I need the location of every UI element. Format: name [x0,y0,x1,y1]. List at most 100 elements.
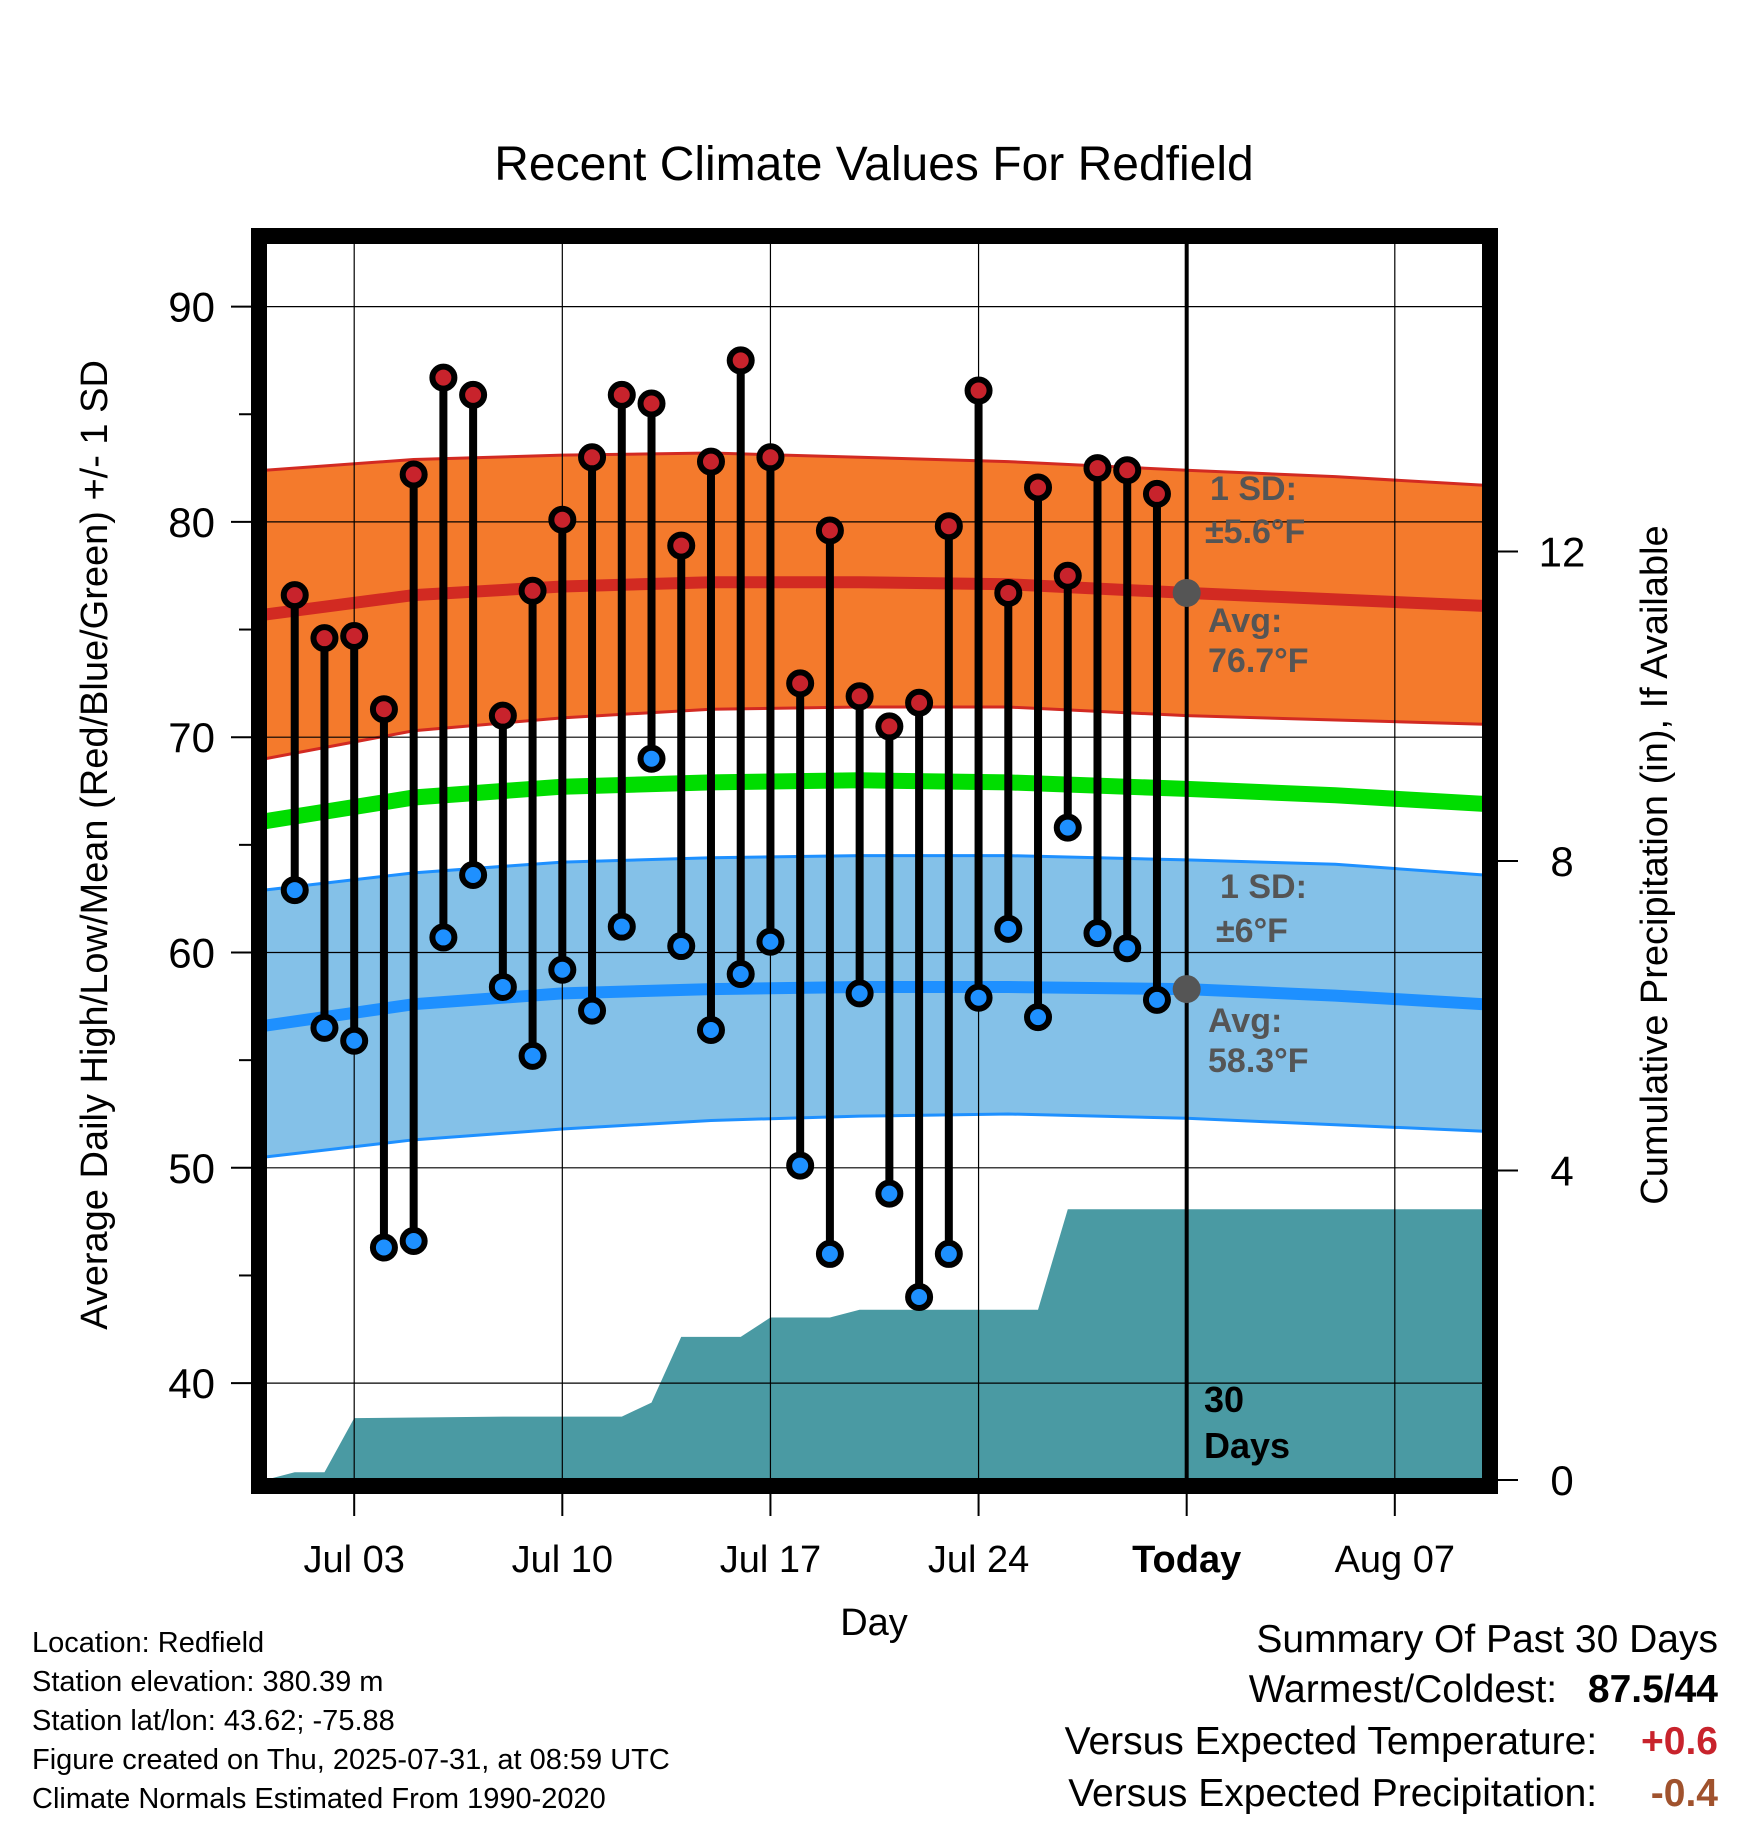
high-temp-point [1083,454,1112,483]
high-temp-point [756,443,785,472]
high-temp-point [399,460,428,489]
summary-precip-label: Versus Expected Precipitation: [1068,1772,1598,1815]
high-temp-point [607,380,636,409]
low-temp-point [459,860,488,889]
low-temp-point [310,1013,339,1042]
x-tick-label: Jul 24 [928,1539,1029,1581]
high-temp-point [934,512,963,541]
low-temp-point [1053,813,1082,842]
y2-axis-label: Cumulative Precipitation (in), If Availa… [1634,525,1676,1204]
high-temp-point [667,531,696,560]
low-temp-point [518,1041,547,1070]
y2-tick-label: 4 [1550,1148,1573,1195]
high-avg-value: 76.7°F [1208,642,1309,680]
high-sd-label: 1 SD: [1210,470,1297,508]
low-sd-value: ±6°F [1216,912,1288,950]
summary-precip-value: -0.4 [1650,1772,1718,1815]
high-temp-point [369,695,398,724]
period-label-line2: Days [1204,1425,1290,1466]
x-tick-label: Jul 10 [512,1539,613,1581]
low-temp-point [667,932,696,961]
low-temp-point [726,960,755,989]
low-sd-band-lower-edge [265,1112,1484,1159]
y-tick-label: 50 [168,1145,215,1192]
y-tick-label: 40 [168,1360,215,1407]
today-low-average-marker [1172,975,1201,1004]
low-temp-point [607,912,636,941]
low-temp-point [369,1233,398,1262]
mean-average-line [265,772,1484,830]
low-temp-point [815,1239,844,1268]
summary-warmest-coldest-row: Warmest/Coldest: 87.5/44 [1249,1668,1718,1712]
summary-temp-label: Versus Expected Temperature: [1064,1720,1598,1763]
low-temp-point [578,996,607,1025]
y-tick-label: 90 [168,284,215,331]
low-temp-point [845,979,874,1008]
high-sd-value: ±5.6°F [1205,513,1305,551]
footer-elevation: Station elevation: 380.39 m [32,1666,384,1698]
high-temp-point [340,622,369,651]
low-temp-point [1024,1003,1053,1032]
low-temp-point [280,876,309,905]
high-temp-point [1053,561,1082,590]
low-temp-point [1083,919,1112,948]
low-temp-point [637,744,666,773]
low-temp-point [1142,985,1171,1014]
y-tick-label: 80 [168,499,215,546]
summary-precip-row: Versus Expected Precipitation: -0.4 [1068,1772,1718,1816]
high-temp-point [964,376,993,405]
low-temp-point [994,914,1023,943]
high-temp-point [637,389,666,418]
low-temp-point [696,1016,725,1045]
plot-area: 40 50 60 70 80 90 0 4 8 12 Jul 03 Jul 10 Jul 17 Jul 2… [168,228,1586,1581]
high-temp-point [280,581,309,610]
high-temp-point [696,447,725,476]
summary-temp-value: +0.6 [1641,1720,1718,1763]
x-tick-label: Today [1132,1539,1241,1581]
low-temp-point [1113,934,1142,963]
y-axis-label: Average Daily High/Low/Mean (Red/Blue/Gr… [74,360,116,1330]
high-temp-point [1142,479,1171,508]
high-temp-point [815,516,844,545]
y2-tick-label: 0 [1550,1457,1573,1504]
precipitation-area [265,1209,1484,1480]
low-temp-point [756,927,785,956]
high-average-line [265,576,1484,621]
summary-warmest-coldest-value: 87.5/44 [1587,1668,1718,1711]
plot-frame [251,228,1498,1494]
y-tick-label: 60 [168,930,215,977]
footer-location: Location: Redfield [32,1627,265,1659]
low-temp-point [905,1282,934,1311]
summary-temp-row: Versus Expected Temperature: +0.6 [1065,1720,1718,1764]
high-temp-point [905,688,934,717]
summary-warmest-coldest-label: Warmest/Coldest: [1248,1668,1558,1711]
high-temp-point [488,701,517,730]
low-temp-point [488,972,517,1001]
footer-normals: Climate Normals Estimated From 1990-2020 [32,1783,606,1815]
high-temp-point [578,443,607,472]
high-temp-point [459,380,488,409]
y-tick-label: 70 [168,714,215,761]
high-temp-point [875,712,904,741]
high-temp-point [1024,473,1053,502]
high-sd-band-upper-edge [265,451,1484,487]
low-temp-point [429,923,458,952]
plot-background-layer [265,242,1484,1480]
high-temp-point [994,578,1023,607]
footer-created: Figure created on Thu, 2025-07-31, at 08… [32,1744,670,1776]
high-temp-point [310,624,339,653]
high-avg-label: Avg: [1208,602,1282,640]
high-sd-band [265,453,1484,759]
y2-tick-label: 8 [1550,838,1573,885]
high-temp-point [548,505,577,534]
y2-tick-label: 12 [1539,529,1586,576]
chart-marks [280,346,1201,1311]
footer-latlon: Station lat/lon: 43.62; -75.88 [32,1705,395,1737]
x-tick-label: Jul 03 [303,1539,404,1581]
x-tick-label: Jul 17 [720,1539,821,1581]
low-avg-value: 58.3°F [1208,1042,1309,1080]
high-temp-point [518,576,547,605]
low-temp-point [934,1239,963,1268]
low-temp-point [399,1227,428,1256]
